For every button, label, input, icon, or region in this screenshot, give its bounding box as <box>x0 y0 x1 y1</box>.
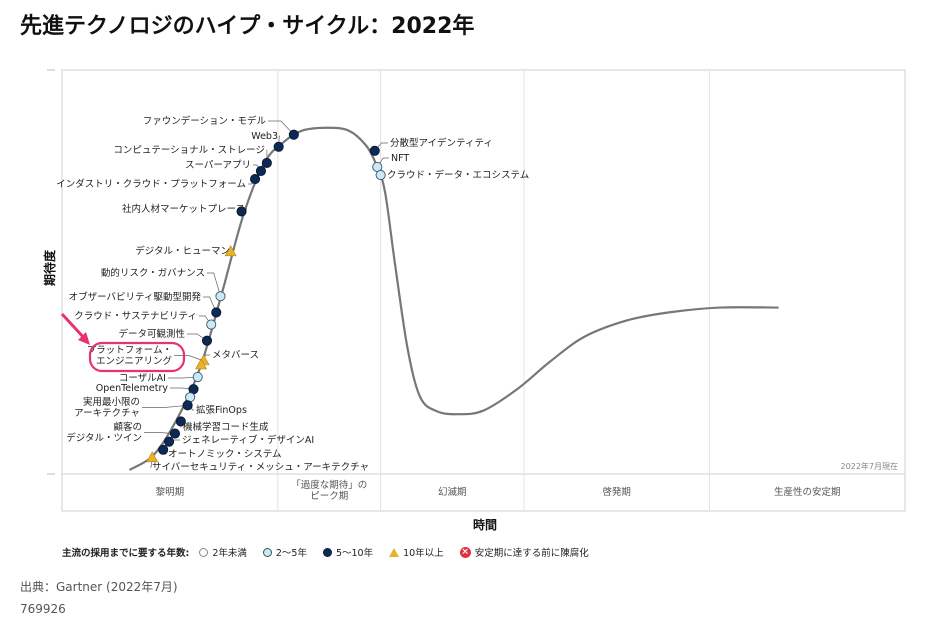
marker-dot <box>375 169 386 181</box>
technology-label: コーザルAI <box>119 373 166 384</box>
hype-cycle-chart: ファウンデーション・モデル Web3 コンピュテーショナル・ストレージスーパーアプリ… <box>42 69 906 532</box>
phase-label: 「過度な期待」のピーク期 <box>291 479 367 502</box>
technology-label: スーパーアプリ <box>185 160 251 171</box>
white-dot-icon <box>199 547 209 557</box>
date-note: 2022年7月現在 <box>841 461 898 471</box>
marker-dot <box>261 157 272 168</box>
y-axis-title: 期待度 <box>42 249 57 286</box>
marker-dot <box>164 436 175 447</box>
technology-label: NFT <box>391 153 409 164</box>
technology-label: サイバーセキュリティ・メッシュ・アーキテクチャ <box>152 462 369 473</box>
marker-dot <box>288 129 299 140</box>
technology-label: クラウド・サステナビリティ <box>74 311 197 322</box>
technology-label: 機械学習コード生成 <box>183 421 269 433</box>
technology-label: データ可観測性 <box>118 328 185 340</box>
technology-label: デジタル・ヒューマン <box>135 245 230 257</box>
technology-label: ジェネレーティブ・デザインAI <box>182 434 314 446</box>
obsolete-x-icon: × <box>459 546 471 558</box>
marker-dot <box>175 416 186 427</box>
marker-dot <box>192 371 203 383</box>
leader-line <box>142 404 188 408</box>
technology-label: オブザーバビリティ駆動型開発 <box>69 291 202 303</box>
technology-label: 実用最小限のアーキテクチャ <box>74 396 140 419</box>
marker-dot <box>249 174 261 185</box>
technology-label: OpenTelemetry <box>96 383 169 394</box>
marker-triangle <box>224 245 237 257</box>
technology-label: プラットフォーム・エンジニアリング <box>87 345 173 367</box>
legend-item-obsolete: × 安定期に達する前に陳腐化 <box>459 546 589 559</box>
hype-curve <box>128 126 779 471</box>
technology-label: 拡張FinOps <box>196 404 247 416</box>
phase-label: 生産性の安定期 <box>774 486 841 498</box>
technology-label: 顧客のデジタル・ツイン <box>66 421 142 444</box>
leader-line <box>174 355 204 362</box>
plot-frame <box>61 69 906 512</box>
light-blue-dot-icon <box>262 547 272 557</box>
marker-dot <box>182 400 193 411</box>
legend-title: 主流の採用までに要する年数: <box>62 548 190 559</box>
technology-label: 社内人材マーケットプレース <box>122 203 245 215</box>
technology-label: 分散型アイデンティティ <box>390 137 493 149</box>
document-id: 769926 <box>20 602 66 616</box>
technology-label: オートノミック・システム <box>168 449 282 460</box>
leader-line <box>207 272 221 297</box>
triangle-icon <box>389 547 400 557</box>
technology-label: ファウンデーション・モデル <box>143 115 267 127</box>
legend-item-lt2: 2年未満 <box>199 545 247 559</box>
leader-line <box>144 432 175 434</box>
marker-dot <box>236 206 247 217</box>
highlight-arrow-icon <box>60 312 88 342</box>
marker-dot <box>369 145 380 156</box>
leader-line <box>268 120 295 135</box>
x-axis-title: 時間 <box>473 517 497 532</box>
highlight-arrowhead-icon <box>78 332 90 345</box>
dark-blue-dot-icon <box>322 547 332 557</box>
technology-label: Web3 <box>251 131 278 142</box>
technology-label: メタバース <box>212 350 259 361</box>
phase-label: 啓発期 <box>602 486 631 498</box>
marker-dot <box>158 444 169 455</box>
marker-dot <box>273 141 284 152</box>
legend: 主流の採用までに要する年数: 2年未満 2～5年 5～10年 10年以上 × 安定… <box>62 545 605 559</box>
marker-triangle <box>146 451 159 463</box>
marker-dot <box>211 307 222 318</box>
legend-item-2-5: 2～5年 <box>262 545 307 559</box>
technology-label: 動的リスク・ガバナンス <box>101 267 205 279</box>
marker-dot <box>169 428 181 439</box>
phase-label: 幻滅期 <box>438 486 467 498</box>
leader-line <box>203 296 217 313</box>
legend-item-gt10: 10年以上 <box>389 545 444 559</box>
page-title: 先進テクノロジのハイプ・サイクル：2022年 <box>20 14 475 39</box>
legend-item-5-10: 5～10年 <box>322 545 373 559</box>
technology-label: コンピュテーショナル・ストレージ <box>113 145 265 156</box>
marker-dot <box>255 165 266 177</box>
technology-label: インダストリ・クラウド・プラットフォーム <box>56 178 246 190</box>
technology-label: クラウド・データ・エコシステム <box>387 169 529 181</box>
marker-triangle <box>195 358 208 370</box>
source-note: 出典：Gartner (2022年7月) <box>20 580 178 594</box>
highlight-frame <box>88 341 186 373</box>
marker-dot <box>201 335 213 346</box>
marker-dot <box>206 319 217 330</box>
marker-dot <box>215 291 226 302</box>
phase-label: 黎明期 <box>156 486 185 498</box>
